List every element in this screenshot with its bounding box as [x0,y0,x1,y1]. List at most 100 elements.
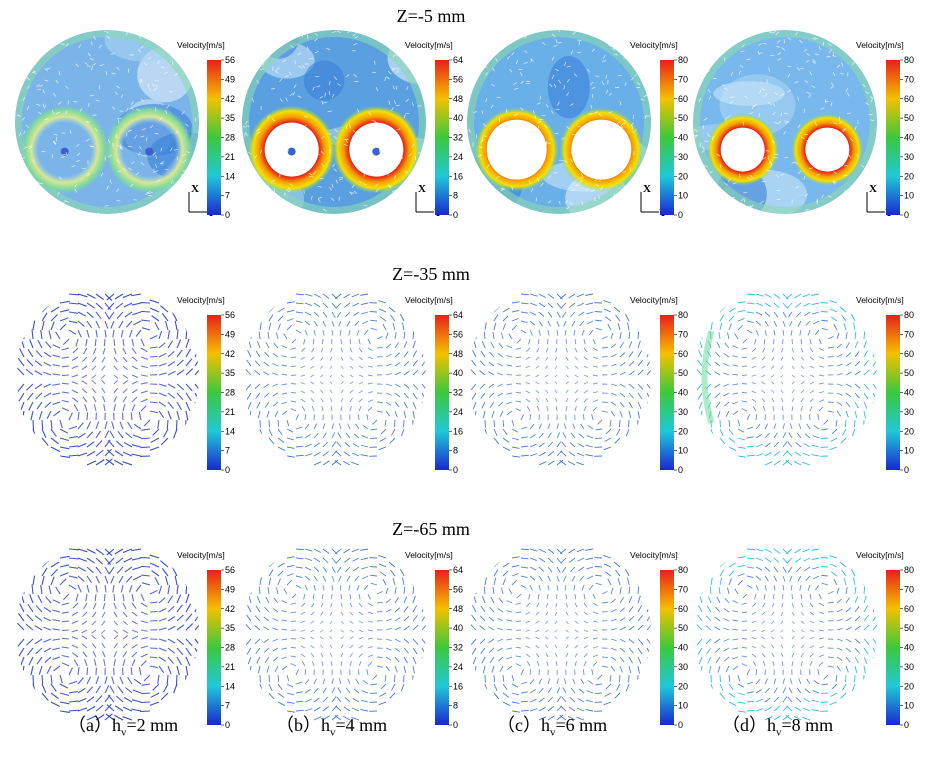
velocity-vector [349,191,353,195]
velocity-vector [529,548,538,552]
velocity-vector [851,683,856,692]
velocity-vector [362,141,365,146]
velocity-vector [755,414,758,421]
velocity-vector [287,187,291,191]
velocity-vector [762,347,766,353]
velocity-vector [114,450,124,457]
velocity-vector [25,623,34,631]
velocity-vector [773,460,781,466]
velocity-vector [53,92,57,97]
velocity-vector [845,665,849,673]
velocity-vector [403,331,406,340]
velocity-vector [340,593,342,600]
velocity-vector [771,139,775,144]
colorbar-tick-label: 24 [453,152,463,162]
velocity-vector [554,620,558,625]
velocity-vector [809,405,813,412]
panel-r1-c3 [693,285,877,469]
velocity-vector [394,332,397,340]
velocity-vector [761,611,766,616]
velocity-vector [158,330,163,340]
velocity-vector [845,638,852,643]
velocity-vector [783,130,787,135]
velocity-vector [418,172,421,177]
velocity-vector [102,347,106,355]
velocity-vector [259,577,262,586]
velocity-vector [116,311,124,319]
panel-r0-c3 [693,30,877,214]
velocity-vector [270,88,276,90]
velocity-vector [705,625,712,631]
velocity-vector [574,338,577,345]
velocity-vector [710,577,713,586]
velocity-vector [576,293,585,298]
velocity-vector [835,674,838,682]
velocity-vector [42,103,45,108]
velocity-vector [793,460,802,466]
velocity-vector [388,184,391,188]
velocity-vector [583,653,588,658]
velocity-vector [502,674,505,682]
velocity-vector [603,555,612,559]
velocity-vector [844,674,847,683]
velocity-vector [701,149,705,153]
velocity-vector [349,652,353,658]
velocity-vector [546,661,549,667]
velocity-vector [471,359,477,367]
velocity-vector [106,35,110,39]
velocity-vector [739,136,744,138]
velocity-vector [772,102,776,107]
velocity-vector [400,313,405,322]
wall-band [242,30,426,214]
velocity-vector [741,620,748,623]
velocity-vector [160,437,169,446]
velocity-vector [813,36,818,40]
velocity-vector [352,33,357,37]
velocity-vector [113,404,116,412]
velocity-vector [814,121,817,126]
velocity-vector [547,584,550,591]
velocity-vector [304,302,313,307]
velocity-vector [520,548,529,551]
velocity-vector [841,157,846,160]
velocity-vector [746,445,755,448]
velocity-vector [331,557,337,564]
velocity-vector [856,185,859,190]
velocity-vector [95,704,104,712]
velocity-vector [378,308,387,313]
velocity-vector [385,383,392,387]
velocity-vector [290,620,297,623]
velocity-vector [152,151,156,156]
velocity-vector [387,71,392,75]
velocity-vector [366,669,369,676]
velocity-vector [800,652,804,658]
velocity-vector [36,656,43,665]
velocity-vector [32,320,36,331]
velocity-vector [800,593,803,600]
velocity-vector [288,71,292,76]
velocity-vector [634,61,639,64]
velocity-vector [304,423,310,430]
velocity-vector [127,129,132,132]
velocity-vector [579,177,584,179]
velocity-vector [185,123,189,127]
velocity-vector [280,205,285,209]
velocity-vector [485,72,489,76]
velocity-vector [502,428,508,436]
velocity-vector [358,347,363,353]
velocity-vector [131,388,138,394]
velocity-vector [520,557,529,560]
velocity-vector [167,401,174,409]
velocity-vector [43,638,52,643]
velocity-vector [77,442,87,448]
velocity-vector [845,352,852,358]
velocity-vector [391,189,396,192]
velocity-vector [272,392,279,397]
velocity-vector [118,320,124,329]
velocity-vector [637,401,642,410]
velocity-vector [592,654,599,658]
velocity-vector [142,128,147,131]
velocity-vector [157,419,160,429]
velocity-vector [569,202,574,205]
velocity-vector [274,130,277,135]
